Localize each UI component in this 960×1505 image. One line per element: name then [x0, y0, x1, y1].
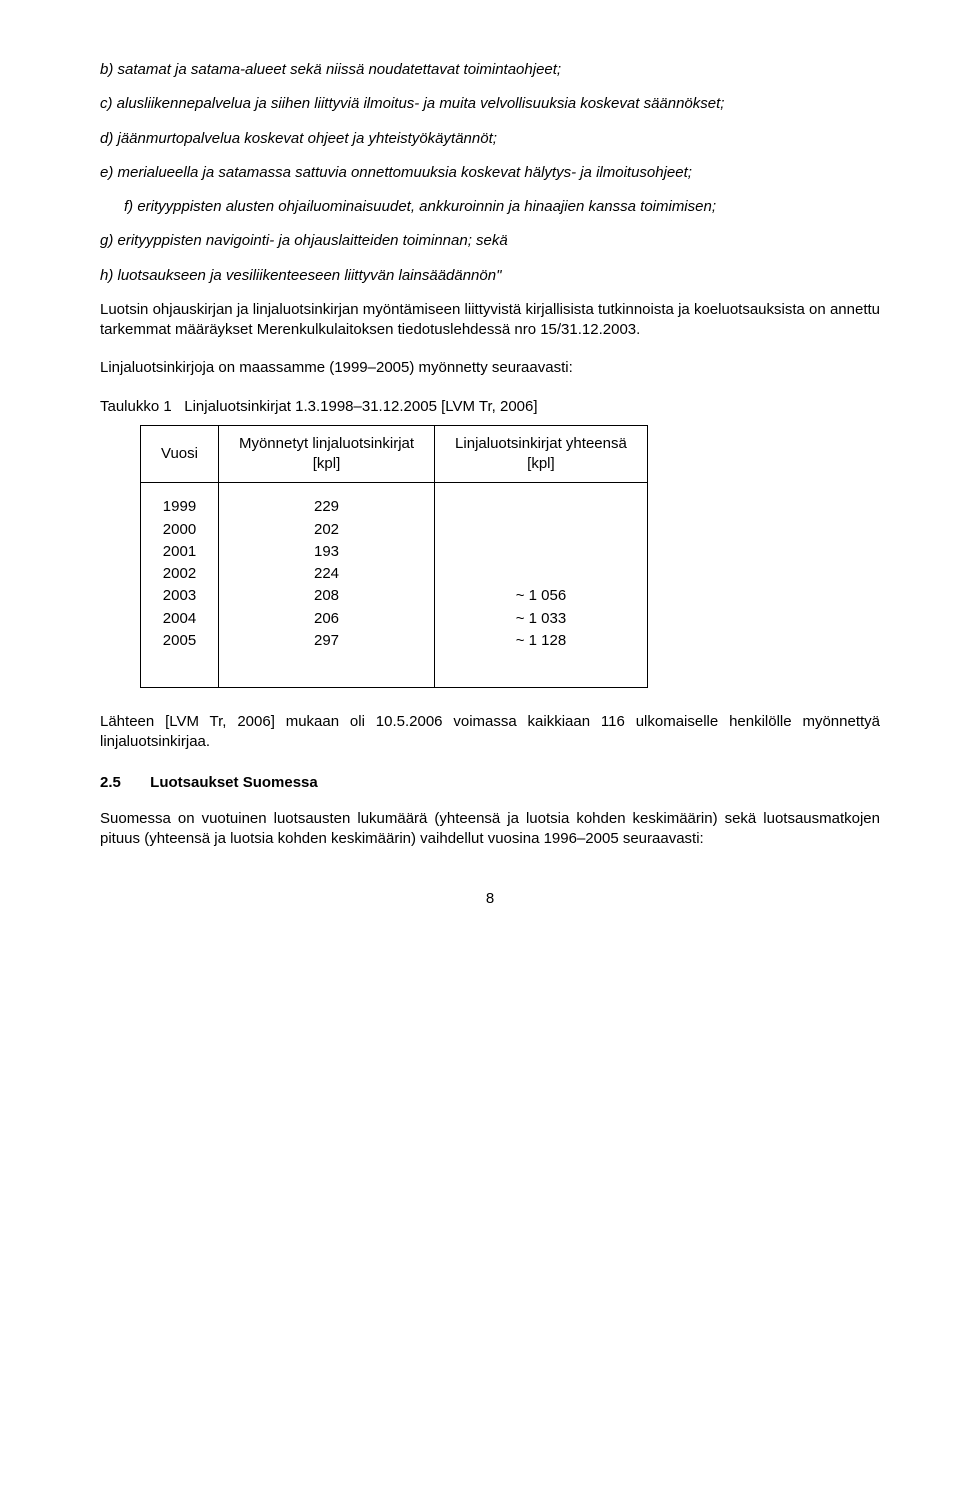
- cell-issued: 229: [218, 483, 434, 519]
- list-item-f: f) erityyppisten alusten ohjailuominaisu…: [100, 197, 880, 217]
- list-item-g: g) erityyppisten navigointi- ja ohjausla…: [100, 231, 880, 251]
- list-item-d: d) jäänmurtopalvelua koskevat ohjeet ja …: [100, 129, 880, 149]
- cell-total: ~ 1 033: [435, 608, 648, 630]
- header-myonnetyt: Myönnetyt linjaluotsinkirjat [kpl]: [218, 425, 434, 483]
- header-yhteensa-line1: Linjaluotsinkirjat yhteensä: [455, 435, 627, 452]
- cell-issued: 206: [218, 608, 434, 630]
- table-row: 2004 206 ~ 1 033: [141, 608, 648, 630]
- cell-total: ~ 1 128: [435, 630, 648, 688]
- list-item-c: c) alusliikennepalvelua ja siihen liitty…: [100, 94, 880, 114]
- cell-year: 2003: [141, 585, 219, 607]
- table-caption-label: Taulukko 1: [100, 398, 172, 415]
- table-row: 2001 193: [141, 541, 648, 563]
- table-row: 2005 297 ~ 1 128: [141, 630, 648, 688]
- cell-issued: 202: [218, 519, 434, 541]
- cell-issued: 193: [218, 541, 434, 563]
- table-row: 1999 229: [141, 483, 648, 519]
- header-myonnetyt-line1: Myönnetyt linjaluotsinkirjat: [239, 435, 414, 452]
- table-caption-text: Linjaluotsinkirjat 1.3.1998–31.12.2005 […: [184, 398, 537, 415]
- cell-total: [435, 483, 648, 519]
- table-caption: Taulukko 1 Linjaluotsinkirjat 1.3.1998–3…: [100, 397, 880, 417]
- cell-total: [435, 541, 648, 563]
- paragraph-lahteen: Lähteen [LVM Tr, 2006] mukaan oli 10.5.2…: [100, 712, 880, 753]
- section-title: Luotsaukset Suomessa: [150, 774, 318, 791]
- section-heading: 2.5 Luotsaukset Suomessa: [100, 773, 880, 793]
- cell-year: 2000: [141, 519, 219, 541]
- cell-year: 2001: [141, 541, 219, 563]
- cell-year: 1999: [141, 483, 219, 519]
- cell-issued: 208: [218, 585, 434, 607]
- cell-issued: 224: [218, 563, 434, 585]
- cell-year: 2005: [141, 630, 219, 688]
- list-item-b: b) satamat ja satama-alueet sekä niissä …: [100, 60, 880, 80]
- table-row: 2000 202: [141, 519, 648, 541]
- header-vuosi: Vuosi: [141, 425, 219, 483]
- table-row: 2002 224: [141, 563, 648, 585]
- header-myonnetyt-line2: [kpl]: [313, 455, 341, 472]
- page-number: 8: [100, 889, 880, 909]
- list-item-e: e) merialueella ja satamassa sattuvia on…: [100, 163, 880, 183]
- cell-total: [435, 519, 648, 541]
- cell-total: ~ 1 056: [435, 585, 648, 607]
- list-item-h: h) luotsaukseen ja vesiliikenteeseen lii…: [100, 266, 880, 286]
- paragraph-myonnetty: Linjaluotsinkirjoja on maassamme (1999–2…: [100, 358, 880, 378]
- cell-year: 2004: [141, 608, 219, 630]
- header-yhteensa-line2: [kpl]: [527, 455, 555, 472]
- cell-issued: 297: [218, 630, 434, 688]
- table-header-row: Vuosi Myönnetyt linjaluotsinkirjat [kpl]…: [141, 425, 648, 483]
- linjaluotsinkirjat-table: Vuosi Myönnetyt linjaluotsinkirjat [kpl]…: [140, 425, 648, 688]
- paragraph-tutkinnot: Luotsin ohjauskirjan ja linjaluotsinkirj…: [100, 300, 880, 341]
- section-number: 2.5: [100, 773, 146, 793]
- cell-year: 2002: [141, 563, 219, 585]
- table-row: 2003 208 ~ 1 056: [141, 585, 648, 607]
- header-yhteensa: Linjaluotsinkirjat yhteensä [kpl]: [435, 425, 648, 483]
- paragraph-suomessa: Suomessa on vuotuinen luotsausten lukumä…: [100, 809, 880, 850]
- cell-total: [435, 563, 648, 585]
